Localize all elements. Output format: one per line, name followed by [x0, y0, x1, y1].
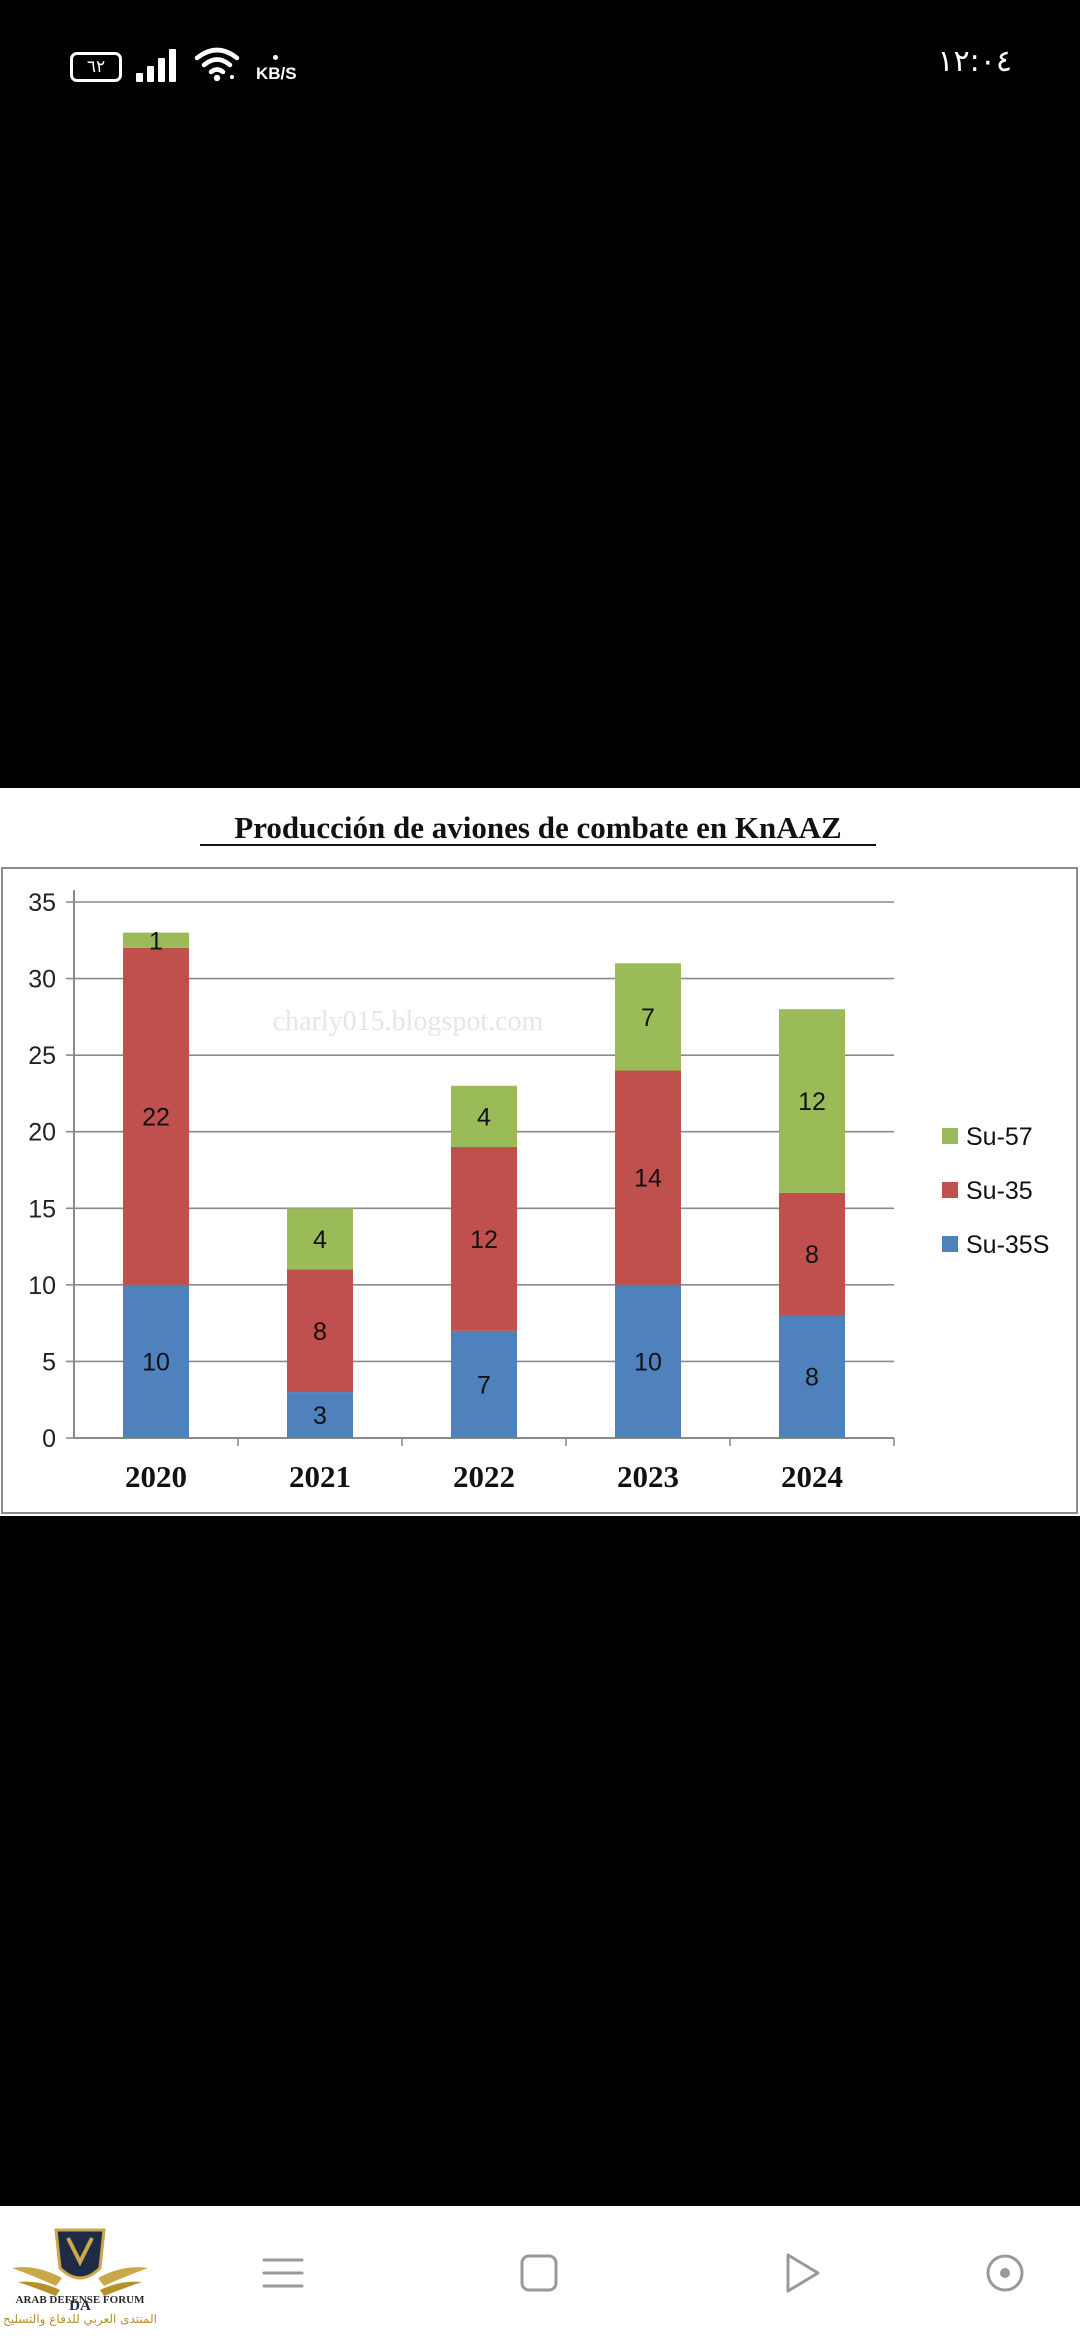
menu-icon[interactable] — [258, 2248, 308, 2298]
legend-label: Su-35 — [966, 1177, 1033, 1205]
legend-label: Su-57 — [966, 1123, 1033, 1151]
watermark-text: charly015.blogspot.com — [273, 1006, 544, 1037]
bar-su-35s-2023 — [615, 1284, 681, 1438]
legend-swatch-su-57 — [942, 1128, 958, 1144]
data-label: 4 — [313, 1226, 327, 1254]
data-label: 14 — [634, 1165, 662, 1193]
logo-english-text: ARAB DEFENSE FORUM — [15, 2294, 145, 2306]
stacked-bar-chart: Producción de aviones de combate en KnAA… — [1, 810, 1078, 1514]
bar-su-35s-2022 — [451, 1330, 517, 1438]
x-tick-label: 2024 — [781, 1459, 843, 1494]
back-play-icon[interactable] — [776, 2248, 826, 2298]
data-label: 8 — [805, 1241, 819, 1269]
logo-arabic-text: المنتدى العربي للدفاع والتسليح — [3, 2312, 157, 2326]
y-tick-label: 0 — [42, 1425, 56, 1453]
arab-defense-forum-logo: DA — [12, 2228, 148, 2314]
battery-icon: ٦٢ — [70, 52, 122, 82]
y-tick-label: 25 — [28, 1042, 56, 1070]
bar-su-57-2021 — [287, 1208, 353, 1270]
x-tick-label: 2023 — [617, 1459, 679, 1494]
bar-su-35s-2024 — [779, 1315, 845, 1438]
network-speed: KB/S — [256, 64, 297, 83]
data-label: 4 — [477, 1103, 491, 1131]
y-tick-label: 15 — [28, 1195, 56, 1223]
data-label: 8 — [313, 1318, 327, 1346]
data-label: 8 — [805, 1364, 819, 1392]
bar-su-35s-2020 — [123, 1284, 189, 1438]
y-tick-label: 35 — [28, 889, 56, 917]
data-label: 7 — [641, 1004, 655, 1032]
upload-indicator-dot — [273, 55, 278, 60]
legend-swatch-su-35s — [942, 1236, 958, 1252]
bar-su-35-2021 — [287, 1269, 353, 1393]
signal-icon — [136, 48, 178, 82]
y-tick-label: 10 — [28, 1272, 56, 1300]
y-tick-label: 20 — [28, 1119, 56, 1147]
bar-su-35-2023 — [615, 1070, 681, 1285]
bar-su-35s-2021 — [287, 1392, 353, 1438]
bar-su-35-2024 — [779, 1192, 845, 1316]
x-tick-label: 2021 — [289, 1459, 351, 1494]
data-label: 12 — [470, 1226, 498, 1254]
clock: ١٢:٠٤ — [937, 44, 1012, 79]
data-label: 1 — [149, 927, 163, 955]
navigation-bar: DA — [0, 2206, 1080, 2340]
assistant-circle-icon[interactable] — [980, 2248, 1030, 2298]
home-square-icon[interactable] — [514, 2248, 564, 2298]
legend-label: Su-35S — [966, 1231, 1049, 1259]
wifi-icon — [194, 47, 240, 82]
bar-su-57-2024 — [779, 1009, 845, 1193]
y-tick-label: 5 — [42, 1348, 56, 1376]
svg-text:DA: DA — [69, 2298, 91, 2314]
chart-title: Producción de aviones de combate en KnAA… — [234, 810, 841, 845]
data-label: 22 — [142, 1103, 170, 1131]
bar-su-35-2020 — [123, 947, 189, 1285]
x-tick-label: 2022 — [453, 1459, 515, 1494]
chart-image: Producción de aviones de combate en KnAA… — [0, 788, 1080, 1516]
status-bar: ٦٢ KB/S ١٢:٠٤ — [0, 0, 1080, 140]
bar-su-35-2022 — [451, 1147, 517, 1331]
legend-swatch-su-35 — [942, 1182, 958, 1198]
data-label: 12 — [798, 1088, 826, 1116]
y-tick-label: 30 — [28, 966, 56, 994]
x-tick-label: 2020 — [125, 1459, 187, 1494]
bar-su-57-2023 — [615, 963, 681, 1071]
bar-su-57-2020 — [123, 932, 189, 948]
data-label: 10 — [634, 1348, 662, 1376]
data-label: 3 — [313, 1402, 327, 1430]
data-label: 7 — [477, 1371, 491, 1399]
bar-su-57-2022 — [451, 1085, 517, 1148]
data-label: 10 — [142, 1348, 170, 1376]
